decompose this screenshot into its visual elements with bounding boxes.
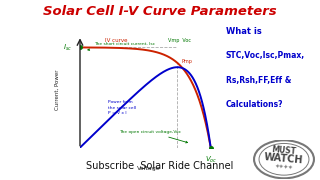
Text: MUST: MUST (271, 145, 297, 156)
Text: Solar Cell I-V Curve Parameters: Solar Cell I-V Curve Parameters (43, 5, 277, 18)
Text: Power from
the solar cell
P = V x I: Power from the solar cell P = V x I (108, 100, 136, 115)
Text: WATCH: WATCH (264, 152, 304, 165)
Text: $V_{oc}$: $V_{oc}$ (204, 155, 217, 165)
Text: $I_{sc}$: $I_{sc}$ (62, 42, 72, 53)
Text: Subscribe  Solar Ride Channel: Subscribe Solar Ride Channel (86, 161, 234, 171)
Text: STC,Voc,Isc,Pmax,: STC,Voc,Isc,Pmax, (226, 51, 305, 60)
Text: Current, Power: Current, Power (55, 70, 60, 110)
Text: Vmp  Voc: Vmp Voc (168, 38, 191, 43)
Text: Pmp: Pmp (181, 59, 192, 64)
Polygon shape (22, 162, 32, 173)
Text: The open circuit voltage,Voc: The open circuit voltage,Voc (118, 130, 188, 143)
Text: ✦✦✦✦: ✦✦✦✦ (275, 164, 293, 170)
Text: Calculations?: Calculations? (226, 100, 283, 109)
Text: Rs,Rsh,FF,Eff &: Rs,Rsh,FF,Eff & (226, 76, 291, 85)
Text: The short circuit current, Isc: The short circuit current, Isc (88, 42, 155, 51)
Text: What is: What is (226, 27, 261, 36)
Text: IV curve: IV curve (105, 38, 127, 43)
Text: Voltage: Voltage (137, 166, 161, 171)
